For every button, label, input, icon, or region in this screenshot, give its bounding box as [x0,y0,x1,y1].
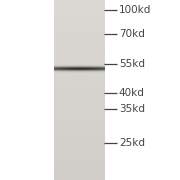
Text: 55kd: 55kd [119,59,145,69]
Text: 70kd: 70kd [119,29,145,39]
Text: 25kd: 25kd [119,138,145,148]
Text: 100kd: 100kd [119,5,151,15]
Text: 40kd: 40kd [119,88,145,98]
Text: 35kd: 35kd [119,104,145,114]
